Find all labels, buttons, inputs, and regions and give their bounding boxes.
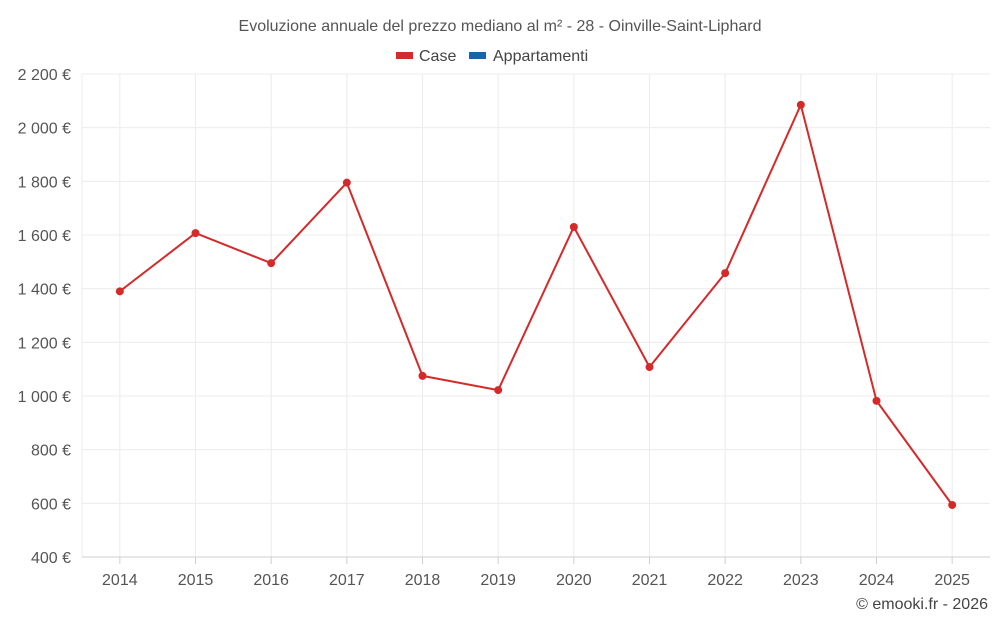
x-tick-label: 2020 (556, 572, 592, 589)
data-point-2014[interactable] (115, 287, 124, 296)
credit-text: © emooki.fr - 2026 (856, 596, 988, 613)
data-point-2021[interactable] (645, 363, 654, 372)
legend-swatch-case (396, 52, 413, 59)
x-tick-label: 2023 (783, 572, 819, 589)
series-case (115, 100, 957, 509)
x-tick-label: 2021 (632, 572, 668, 589)
y-tick-label: 1 600 € (18, 228, 71, 245)
x-tick-label: 2016 (253, 572, 289, 589)
legend-label-appartamenti: Appartamenti (493, 48, 588, 65)
y-tick-label: 1 400 € (18, 282, 71, 299)
data-point-2017[interactable] (342, 178, 351, 187)
data-point-2018[interactable] (418, 371, 427, 380)
y-tick-label: 1 000 € (18, 389, 71, 406)
x-tick-label: 2017 (329, 572, 365, 589)
y-tick-label: 800 € (31, 443, 71, 460)
x-tick-label: 2018 (405, 572, 441, 589)
data-point-2022[interactable] (721, 269, 730, 278)
grid (81, 73, 990, 557)
data-point-2024[interactable] (872, 396, 881, 405)
y-tick-label: 1 200 € (18, 335, 71, 352)
data-point-2023[interactable] (796, 100, 805, 109)
chart-title: Evoluzione annuale del prezzo mediano al… (239, 18, 762, 35)
data-point-2025[interactable] (948, 500, 957, 509)
x-tick-label: 2024 (859, 572, 895, 589)
legend-item-appartamenti[interactable]: Appartamenti (469, 48, 588, 65)
x-tick-label: 2025 (934, 572, 970, 589)
series-line (119, 103, 954, 506)
y-tick-label: 600 € (31, 496, 71, 513)
x-tick-label: 2014 (102, 572, 138, 589)
legend: Case Appartamenti (396, 48, 588, 65)
y-tick-label: 1 800 € (18, 174, 71, 191)
y-tick-label: 2 200 € (18, 67, 71, 84)
data-point-2019[interactable] (494, 386, 503, 395)
x-axis: 2014 2015 2016 2017 2018 2019 2020 2021 2022 2023… (82, 556, 990, 589)
x-tick-label: 2019 (480, 572, 516, 589)
y-axis: 400 € 600 € 800 € 1 000 € 1 200 € 1 400 € 1 60… (18, 67, 71, 567)
data-point-2015[interactable] (191, 229, 200, 238)
y-tick-label: 400 € (31, 550, 71, 567)
data-point-2016[interactable] (267, 259, 276, 268)
x-tick-label: 2022 (707, 572, 743, 589)
x-tick-label: 2015 (178, 572, 214, 589)
data-point-2020[interactable] (569, 222, 578, 231)
legend-item-case[interactable]: Case (396, 48, 456, 65)
legend-swatch-appartamenti (469, 52, 486, 59)
y-tick-label: 2 000 € (18, 121, 71, 138)
legend-label-case: Case (419, 48, 456, 65)
